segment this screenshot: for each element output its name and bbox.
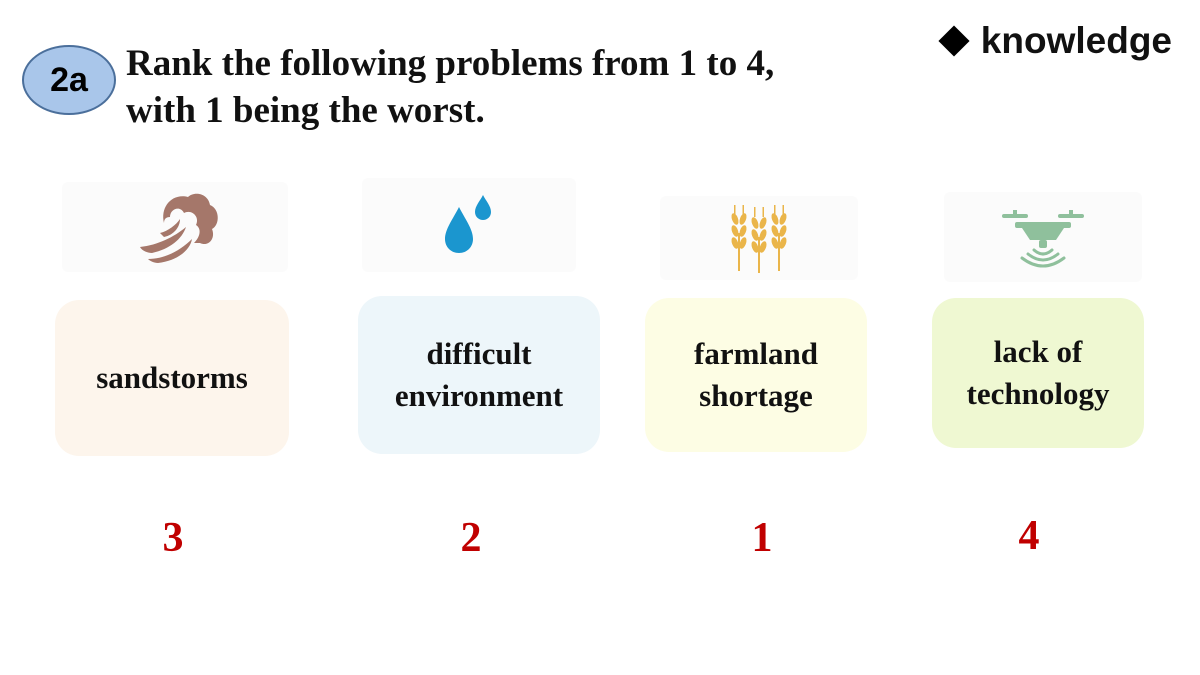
problem-label-line-2: shortage [699, 378, 813, 413]
problem-label-line-2: environment [394, 378, 564, 413]
problem-card-sandstorms: sandstorms [55, 300, 289, 456]
problem-label-line-2: technology [966, 376, 1110, 411]
section-label: knowledge [980, 20, 1172, 61]
problem-label: sandstorms [96, 360, 248, 395]
rank-lack-of-technology: 4 [1018, 513, 1040, 559]
drone-icon-box [944, 192, 1142, 282]
wheat-icon [731, 205, 787, 273]
wheat-icon-box [660, 196, 858, 280]
problem-card-farmland-shortage: farmland shortage [645, 298, 867, 452]
instruction-text: Rank the following problems from 1 to 4,… [126, 40, 906, 134]
problem-label-line-1: farmland [694, 336, 818, 371]
section-tag: knowledge [937, 20, 1172, 62]
drone-icon [1002, 210, 1084, 268]
step-badge: 2a [22, 45, 116, 115]
problem-label-line-1: lack of [993, 334, 1083, 369]
sandstorm-icon-box [62, 182, 288, 272]
problem-card-difficult-environment: difficult environment [358, 296, 600, 454]
water-drops-icon [445, 195, 491, 253]
instruction-line-1: Rank the following problems from 1 to 4, [126, 43, 775, 84]
rank-sandstorms: 3 [162, 515, 184, 561]
diamond-icon [938, 25, 970, 57]
instruction-line-2: with 1 being the worst. [126, 90, 485, 131]
sandstorm-icon [140, 193, 218, 263]
problem-card-lack-of-technology: lack of technology [932, 298, 1144, 448]
water-drops-icon-box [362, 178, 576, 272]
step-badge-label: 2a [50, 60, 88, 99]
problem-label-line-1: difficult [426, 336, 532, 371]
rank-difficult-environment: 2 [460, 515, 482, 561]
rank-farmland-shortage: 1 [751, 515, 773, 561]
